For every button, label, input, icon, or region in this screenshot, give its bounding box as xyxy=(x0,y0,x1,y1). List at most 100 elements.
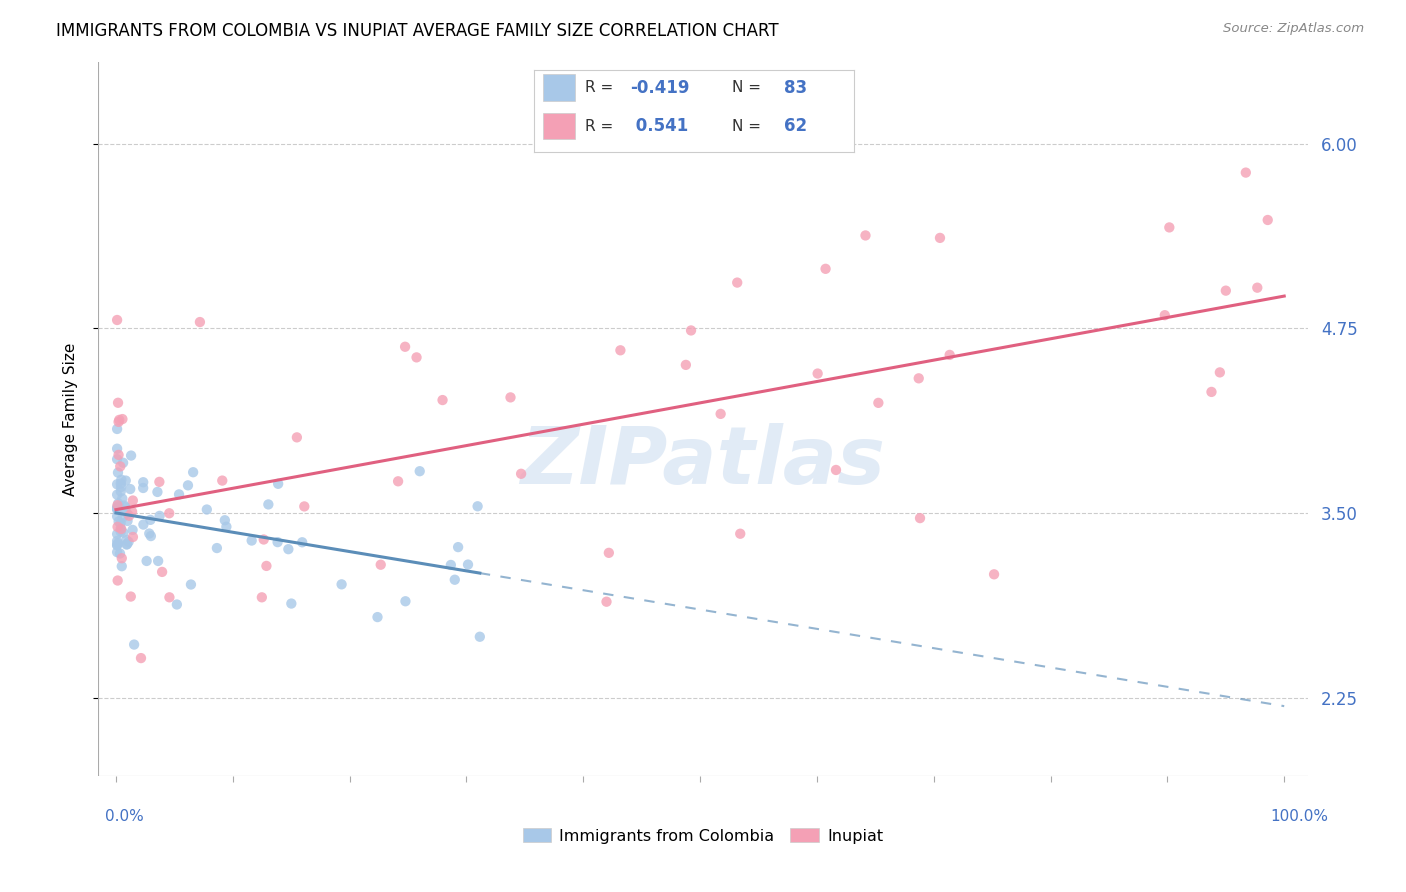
Point xyxy=(253,533,276,547)
Point xyxy=(110,476,132,491)
Point xyxy=(366,610,388,624)
Point xyxy=(1159,220,1181,235)
Point xyxy=(432,392,454,407)
Point xyxy=(110,522,132,536)
Point xyxy=(146,485,169,500)
Point xyxy=(108,500,131,514)
Point xyxy=(387,475,409,489)
Point xyxy=(1201,384,1223,399)
Point xyxy=(135,554,157,568)
Point xyxy=(107,503,129,517)
Point xyxy=(285,430,308,444)
Point xyxy=(468,630,491,644)
Text: Source: ZipAtlas.com: Source: ZipAtlas.com xyxy=(1223,22,1364,36)
Point xyxy=(868,396,890,410)
Point xyxy=(266,535,288,549)
Point xyxy=(105,488,128,502)
Point xyxy=(447,540,470,554)
Point xyxy=(105,509,128,524)
Point xyxy=(409,464,432,478)
Point xyxy=(457,558,479,572)
Point xyxy=(107,498,129,512)
Y-axis label: Average Family Size: Average Family Size xyxy=(63,343,77,496)
Point xyxy=(250,591,273,605)
Point xyxy=(679,323,702,337)
Point xyxy=(107,466,129,480)
Point xyxy=(105,501,128,516)
Point xyxy=(181,465,204,479)
Point xyxy=(105,501,128,516)
Point xyxy=(510,467,533,481)
Point xyxy=(107,396,129,410)
Point xyxy=(107,515,129,529)
Point xyxy=(214,513,236,527)
Point xyxy=(609,343,631,358)
Point xyxy=(105,545,128,559)
Point xyxy=(132,475,155,490)
Point xyxy=(105,500,128,515)
Point xyxy=(167,487,190,501)
Point xyxy=(115,506,138,520)
Point xyxy=(107,574,129,588)
Point xyxy=(1215,284,1237,298)
Point xyxy=(146,554,169,568)
Point xyxy=(112,499,135,513)
Point xyxy=(855,228,877,243)
Point xyxy=(180,577,202,591)
Point xyxy=(595,595,617,609)
Point xyxy=(120,482,142,496)
Point xyxy=(115,533,138,547)
Point xyxy=(254,558,277,573)
Point xyxy=(330,577,353,591)
Point xyxy=(115,537,138,551)
Point xyxy=(188,315,211,329)
Point xyxy=(114,474,136,488)
Point xyxy=(118,508,141,523)
Point xyxy=(728,526,751,541)
Point xyxy=(405,351,427,365)
Point xyxy=(159,591,181,605)
Point xyxy=(195,502,218,516)
Point xyxy=(120,449,142,463)
Point xyxy=(111,551,134,566)
Point xyxy=(122,638,145,652)
Point xyxy=(983,567,1005,582)
Point xyxy=(938,348,960,362)
Point xyxy=(166,598,188,612)
Point xyxy=(138,526,160,541)
Text: ZIPatlas: ZIPatlas xyxy=(520,423,886,501)
Legend: Immigrants from Colombia, Inupiat: Immigrants from Colombia, Inupiat xyxy=(516,822,890,850)
Point xyxy=(710,407,733,421)
Point xyxy=(725,276,748,290)
Point xyxy=(105,527,128,541)
Point xyxy=(280,597,302,611)
Point xyxy=(110,516,132,530)
Point xyxy=(1257,213,1279,227)
Point xyxy=(139,513,162,527)
Point xyxy=(157,506,180,520)
Point xyxy=(929,231,952,245)
Point xyxy=(107,448,129,462)
Point xyxy=(105,442,128,456)
Point xyxy=(111,510,134,524)
Point xyxy=(825,463,848,477)
Point xyxy=(129,651,152,665)
Point xyxy=(105,313,128,327)
Point xyxy=(598,546,620,560)
Text: 100.0%: 100.0% xyxy=(1271,809,1329,823)
Point xyxy=(114,500,136,515)
Point xyxy=(467,500,489,514)
Point xyxy=(807,367,830,381)
Point xyxy=(105,452,128,467)
Point xyxy=(108,546,131,560)
Point xyxy=(394,594,416,608)
Point xyxy=(148,475,170,489)
Point xyxy=(240,533,263,548)
Text: IMMIGRANTS FROM COLOMBIA VS INUPIAT AVERAGE FAMILY SIZE CORRELATION CHART: IMMIGRANTS FROM COLOMBIA VS INUPIAT AVER… xyxy=(56,22,779,40)
Point xyxy=(110,484,132,499)
Point xyxy=(107,496,129,510)
Point xyxy=(1153,308,1175,322)
Point xyxy=(110,473,132,487)
Point xyxy=(121,523,143,537)
Point xyxy=(215,519,238,533)
